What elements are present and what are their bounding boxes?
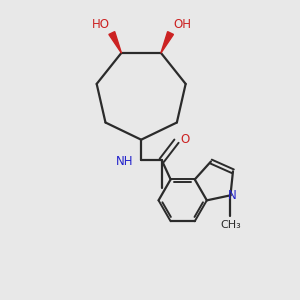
Text: OH: OH bbox=[173, 18, 191, 31]
Text: N: N bbox=[227, 189, 236, 202]
Text: O: O bbox=[180, 133, 189, 146]
Polygon shape bbox=[109, 32, 122, 53]
Text: HO: HO bbox=[92, 18, 110, 31]
Text: NH: NH bbox=[116, 155, 134, 168]
Text: CH₃: CH₃ bbox=[220, 220, 241, 230]
Polygon shape bbox=[161, 32, 173, 53]
